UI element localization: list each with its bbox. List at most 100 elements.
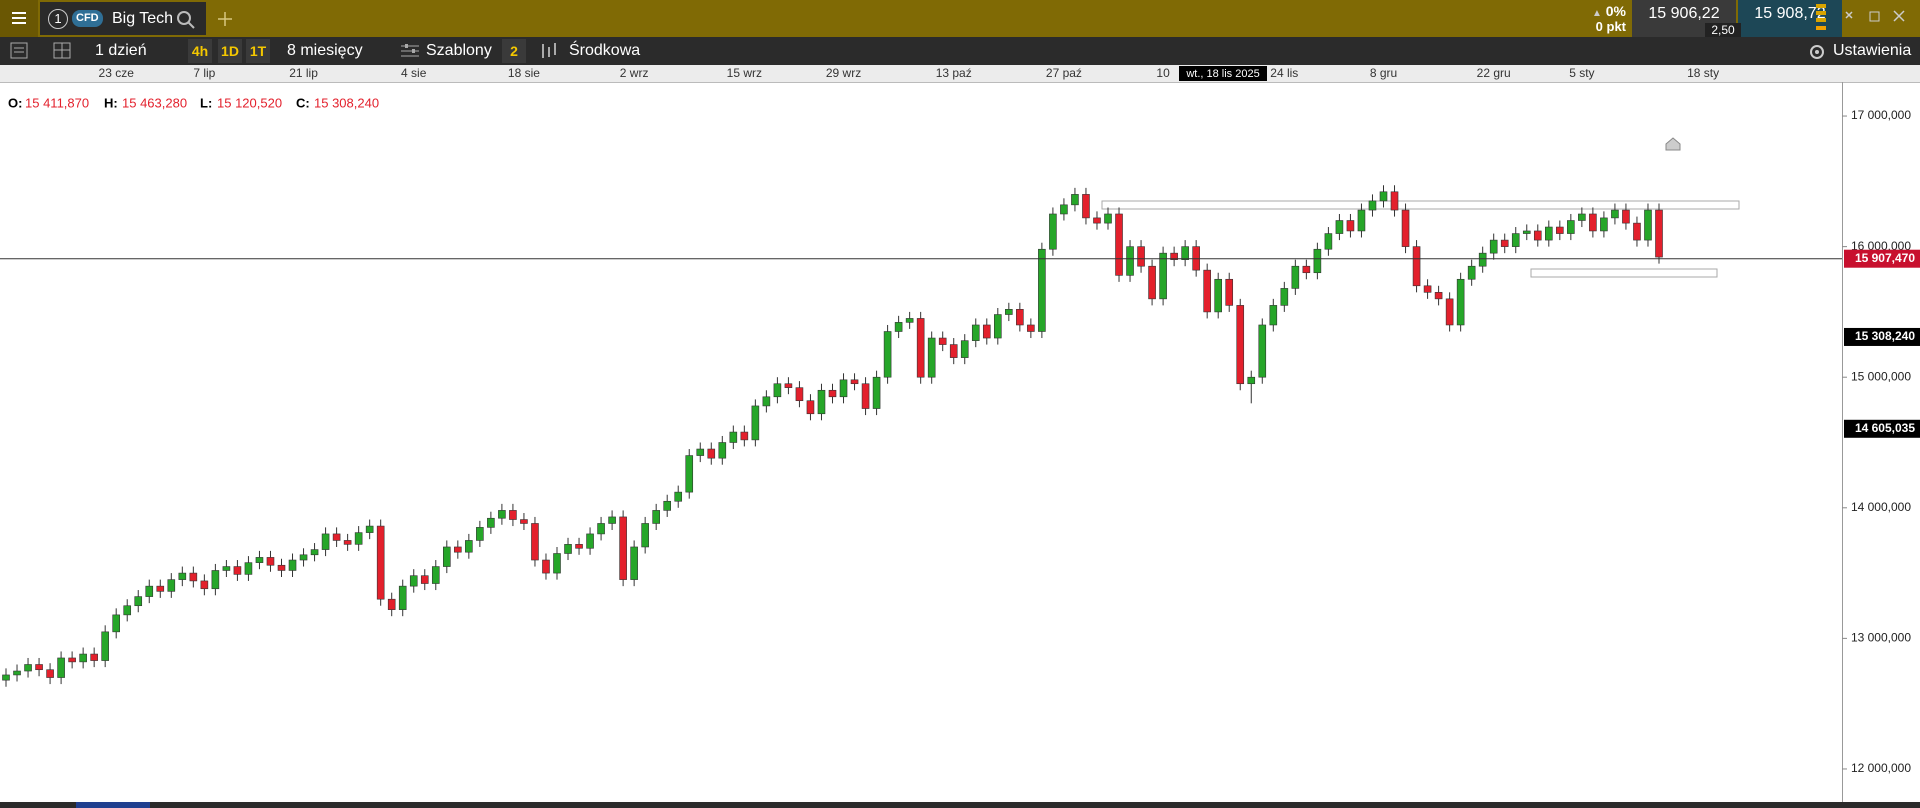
price-marker-label: 15 308,240 xyxy=(1855,329,1915,343)
candle-body xyxy=(1313,248,1322,274)
x-tick-label: 13 paź xyxy=(936,66,972,80)
indicator[interactable]: Środkowa xyxy=(569,42,641,59)
candle-body xyxy=(1533,230,1542,241)
templates-count[interactable]: 2 xyxy=(502,39,526,63)
add-tab[interactable] xyxy=(215,9,235,29)
change-percent: ▲ 0% xyxy=(1591,3,1626,19)
x-tick-label: 2 wrz xyxy=(620,66,649,80)
candle-body xyxy=(1401,209,1410,247)
y-tick-label: 12 000,000 xyxy=(1851,761,1911,775)
ohlc-label: C: xyxy=(296,95,310,110)
menu-button[interactable] xyxy=(0,0,38,37)
candle-body xyxy=(619,516,627,580)
candle-body xyxy=(178,572,187,580)
candle-body xyxy=(1412,246,1421,287)
candle-body xyxy=(498,510,506,519)
candle-body xyxy=(652,510,660,524)
settings[interactable]: Ustawienia xyxy=(1833,42,1912,59)
quick-interval[interactable]: 1D xyxy=(218,39,242,63)
candle-body xyxy=(542,559,550,574)
quick-interval[interactable]: 4h xyxy=(188,39,212,63)
y-tick-label: 17 000,000 xyxy=(1851,108,1911,122)
candle-body xyxy=(354,532,363,545)
candle-body xyxy=(189,572,198,582)
change-percent-value: 0% xyxy=(1605,3,1626,19)
y-tick-label: 15 000,000 xyxy=(1851,369,1911,383)
layout-icons[interactable] xyxy=(10,42,72,60)
candle-body xyxy=(1489,239,1498,254)
candle-body xyxy=(751,405,760,441)
candle-body xyxy=(1060,204,1068,215)
candle-body xyxy=(1291,265,1300,289)
candle-body xyxy=(1445,298,1454,326)
candle-body xyxy=(244,562,253,575)
candle-body xyxy=(1214,278,1222,313)
candle-body xyxy=(376,525,385,600)
candle-body xyxy=(707,448,716,459)
candle-body xyxy=(1567,220,1575,234)
candle-body xyxy=(597,523,605,535)
candle-body xyxy=(982,324,991,339)
candle-body xyxy=(112,614,120,633)
candle-body xyxy=(123,605,132,616)
bottom-bar xyxy=(0,802,1920,808)
candle-body xyxy=(233,566,242,575)
interval[interactable]: 1 dzień xyxy=(95,42,147,59)
drawn-zone[interactable] xyxy=(1101,200,1740,210)
instrument-tab[interactable]: 1 CFD Big Tech xyxy=(40,2,206,35)
candle-body xyxy=(1104,213,1112,224)
candle-body xyxy=(894,322,903,332)
candle-body xyxy=(905,318,914,323)
price-marker xyxy=(1844,419,1920,438)
candle-body xyxy=(398,585,407,610)
x-tick-label: 7 lip xyxy=(193,66,215,80)
candle-body xyxy=(1203,269,1211,313)
candle-body xyxy=(630,546,638,580)
candle-body xyxy=(288,559,297,571)
candle-body xyxy=(1324,233,1333,250)
candle-body xyxy=(1467,265,1476,280)
drawn-zone[interactable] xyxy=(1530,268,1718,278)
top-bar: 1 CFD Big Tech ▲ 0% 0 pkt 15 906,22 15 9… xyxy=(0,0,1920,37)
candle-body xyxy=(1611,209,1619,219)
candle-body xyxy=(343,540,352,545)
candle-body xyxy=(938,337,947,345)
candle-body xyxy=(1478,252,1487,267)
candle-body xyxy=(24,664,32,672)
y-tick-label: 13 000,000 xyxy=(1851,631,1911,645)
range[interactable]: 8 miesięcy xyxy=(287,42,363,59)
candle-body xyxy=(299,554,308,561)
templates[interactable]: Szablony xyxy=(426,42,492,59)
bottom-bar-highlight xyxy=(76,802,150,808)
scroll-marker[interactable] xyxy=(1665,137,1681,151)
candle-body xyxy=(1093,217,1101,224)
candle-body xyxy=(1258,324,1267,378)
ohlc-value: 15 411,870 xyxy=(25,95,89,110)
candle-body xyxy=(332,533,341,541)
candle-body xyxy=(1082,194,1090,219)
candle-body xyxy=(200,580,209,590)
candle-body xyxy=(79,653,87,663)
maximize-icon[interactable] xyxy=(1869,11,1880,22)
x-tick-label: 4 sie xyxy=(401,66,427,80)
crosshair-date-box xyxy=(1179,66,1267,81)
candle-body xyxy=(1511,233,1520,247)
ohlc-label: O: xyxy=(8,95,22,110)
close-icon[interactable] xyxy=(1893,10,1905,22)
candle-body xyxy=(1600,217,1608,232)
candle-body xyxy=(971,324,980,341)
search-icon[interactable] xyxy=(175,9,197,31)
candle-body xyxy=(1027,324,1035,332)
candle-body xyxy=(277,564,286,571)
candle-body xyxy=(57,657,65,678)
crosshair-date: wt., 18 lis 2025 xyxy=(1185,68,1259,80)
candle-body xyxy=(1335,220,1344,234)
x-tick-label: 23 cze xyxy=(99,66,135,80)
quick-interval[interactable]: 1T xyxy=(246,39,270,63)
minimize-icon[interactable] xyxy=(1845,11,1853,19)
candle-body xyxy=(641,523,649,548)
candle-body xyxy=(90,653,98,661)
x-tick-label: 8 gru xyxy=(1370,66,1397,80)
plot: 12 000,000 13 000,000 14 000,000 15 000,000… xyxy=(0,66,1920,775)
